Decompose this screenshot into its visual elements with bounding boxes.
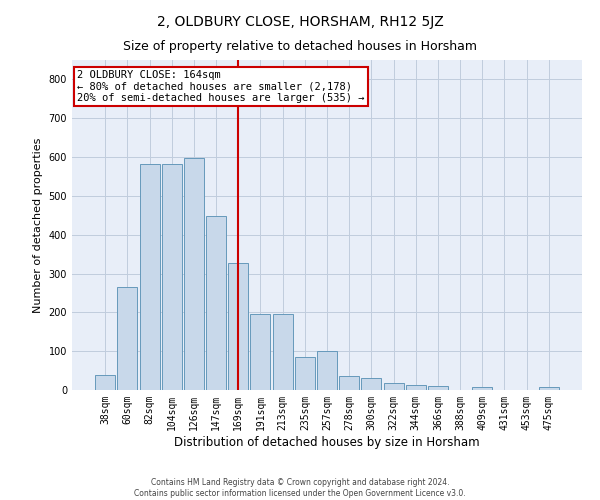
Bar [250,314,271,390]
Bar [162,164,182,390]
Bar [428,386,448,390]
Bar [95,375,115,390]
Text: Size of property relative to detached houses in Horsham: Size of property relative to detached ho… [123,40,477,53]
X-axis label: Distribution of detached houses by size in Horsham: Distribution of detached houses by size … [174,436,480,448]
Bar [383,384,404,390]
Bar [295,356,315,390]
Bar [228,262,248,390]
Bar [184,158,204,390]
Text: 2, OLDBURY CLOSE, HORSHAM, RH12 5JZ: 2, OLDBURY CLOSE, HORSHAM, RH12 5JZ [157,15,443,29]
Bar [406,385,426,390]
Bar [206,216,226,390]
Y-axis label: Number of detached properties: Number of detached properties [33,138,43,312]
Text: 2 OLDBURY CLOSE: 164sqm
← 80% of detached houses are smaller (2,178)
20% of semi: 2 OLDBURY CLOSE: 164sqm ← 80% of detache… [77,70,365,103]
Bar [118,287,137,390]
Text: Contains HM Land Registry data © Crown copyright and database right 2024.
Contai: Contains HM Land Registry data © Crown c… [134,478,466,498]
Bar [272,314,293,390]
Bar [317,351,337,390]
Bar [339,376,359,390]
Bar [361,378,382,390]
Bar [539,388,559,390]
Bar [472,388,492,390]
Bar [140,164,160,390]
